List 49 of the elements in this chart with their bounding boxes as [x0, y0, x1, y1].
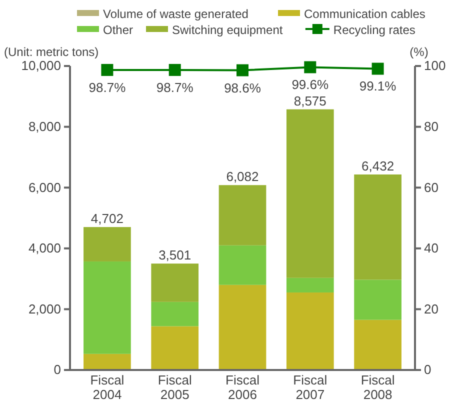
bar	[84, 227, 131, 262]
legend-label: Recycling rates	[333, 23, 416, 37]
total-label: 6,082	[226, 169, 259, 184]
total-label: 4,702	[90, 211, 124, 226]
data-label: 99.1%	[359, 78, 397, 94]
legend-label: Volume of waste generated	[103, 7, 248, 21]
y-tick-label: 0	[54, 362, 61, 378]
bar	[84, 261, 131, 354]
bar	[354, 174, 402, 280]
y2-tick-label: 100	[424, 58, 446, 74]
bar	[151, 302, 199, 326]
bar	[354, 320, 402, 370]
bar	[151, 326, 199, 370]
x-tick-label: Fiscal 2004	[90, 372, 124, 402]
bar	[286, 278, 334, 292]
y-tick-label: 2,000	[28, 301, 61, 316]
bar	[354, 280, 402, 320]
y2-tick-label: 60	[424, 180, 438, 195]
bar	[286, 109, 334, 278]
legend-label: Other	[103, 23, 134, 37]
y2-tick-label: 0	[424, 362, 432, 378]
y-axis-title: (Unit: metric tons)	[4, 45, 99, 59]
data-label: 98.7%	[88, 80, 126, 95]
data-label: 99.6%	[292, 77, 330, 92]
total-label: 6,432	[362, 158, 394, 174]
bar	[286, 292, 334, 370]
x-tick-label: Fiscal 2008	[360, 372, 395, 402]
bar	[218, 185, 266, 246]
x-tick-label: Fiscal 2006	[226, 372, 260, 402]
total-label: 3,501	[158, 248, 192, 263]
legend-label: Communication cables	[304, 7, 426, 21]
bar	[218, 284, 266, 370]
data-label: 98.6%	[224, 80, 262, 96]
total-label: 8,575	[294, 93, 326, 108]
y2-tick-label: 20	[424, 301, 438, 316]
bar	[84, 354, 131, 370]
y2-tick-label: 40	[424, 240, 438, 256]
legend-label: Switching equipment	[172, 23, 284, 37]
bar	[218, 245, 266, 285]
y-tick-label: 4,000	[28, 240, 61, 256]
y-tick-label: 6,000	[28, 180, 61, 195]
x-tick-label: Fiscal 2005	[158, 372, 192, 402]
bar	[151, 264, 199, 302]
data-label: 98.7%	[156, 80, 194, 95]
x-tick-label: Fiscal 2007	[293, 372, 328, 402]
y-tick-label: 8,000	[28, 118, 61, 134]
y2-axis-title: (%)	[410, 45, 428, 59]
y-tick-label: 10,000	[21, 58, 61, 74]
y2-tick-label: 80	[424, 118, 438, 134]
